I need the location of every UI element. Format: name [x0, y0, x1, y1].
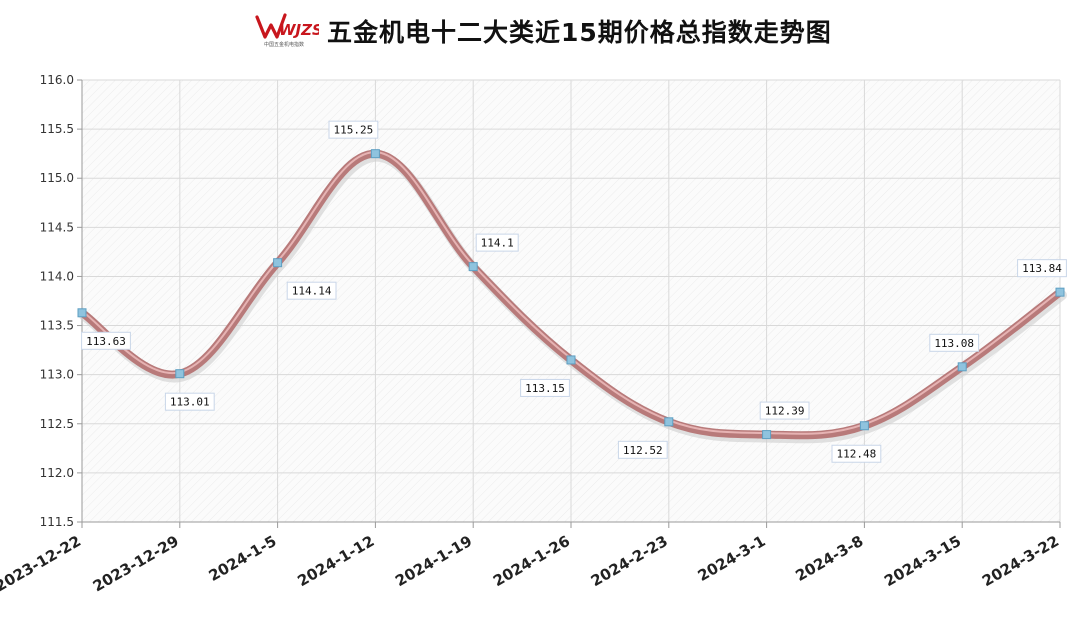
y-tick-label: 115.0 — [40, 171, 74, 185]
x-tick-label: 2024-1-26 — [490, 532, 573, 590]
data-label-box — [81, 331, 131, 350]
data-label-box — [164, 392, 215, 411]
data-point-marker — [664, 417, 674, 427]
x-tick-label: 2024-3-22 — [979, 532, 1062, 590]
data-point-marker — [175, 369, 185, 379]
data-point-marker — [1055, 287, 1065, 297]
y-tick-label: 114.0 — [40, 269, 74, 283]
x-tick-label: 2023-12-29 — [90, 532, 182, 596]
x-tick-label: 2023-12-22 — [0, 532, 84, 596]
x-tick-label: 2024-1-5 — [206, 532, 280, 585]
data-label: 113.08 — [934, 337, 974, 350]
y-tick-label: 115.5 — [40, 122, 74, 136]
data-point-marker — [468, 262, 478, 272]
x-tick-label: 2024-3-15 — [881, 532, 964, 590]
data-label: 112.39 — [765, 405, 805, 418]
y-tick-label: 111.5 — [40, 515, 74, 529]
data-label-box — [831, 444, 882, 463]
data-label: 113.15 — [525, 382, 565, 395]
chart-title: 五金机电十二大类近15期价格总指数走势图 — [327, 18, 832, 47]
x-tick-label: 2024-2-23 — [588, 532, 671, 590]
data-label: 113.63 — [86, 335, 126, 348]
data-label-box — [328, 120, 379, 139]
wjzs-logo: WJZS 中国五金机电指数 — [255, 13, 319, 48]
data-point-marker — [859, 421, 869, 431]
series-line-highlight — [81, 151, 1061, 435]
data-label-box — [1017, 259, 1067, 278]
x-tick-label: 2024-3-1 — [695, 532, 769, 585]
series-line — [78, 149, 1067, 444]
data-label: 114.1 — [481, 237, 514, 250]
data-markers — [77, 149, 1065, 440]
data-point-marker — [566, 355, 576, 365]
data-point-marker — [77, 308, 87, 318]
data-label: 113.84 — [1022, 262, 1062, 275]
data-label-box — [617, 440, 668, 459]
logo-text: WJZS — [279, 21, 319, 39]
y-tick-label: 112.5 — [40, 417, 74, 431]
data-point-marker — [370, 149, 380, 159]
y-tick-label: 116.0 — [40, 73, 74, 87]
data-label: 112.48 — [837, 448, 877, 461]
data-label: 112.52 — [623, 444, 663, 457]
data-label: 115.25 — [334, 124, 374, 137]
data-label-box — [520, 378, 570, 397]
data-point-marker — [957, 362, 967, 372]
x-tick-label: 2024-1-19 — [392, 532, 475, 590]
data-point-marker — [273, 258, 283, 268]
y-tick-label: 113.0 — [40, 368, 74, 382]
x-axis-ticks: 2023-12-22 2023-12-29 2024-1-5 2024-1-12 202… — [0, 522, 1062, 595]
y-axis-ticks: 111.5 112.0 112.5 113.0 113.5 114.0 114.5 115.0… — [40, 73, 82, 529]
chart-header: WJZS 中国五金机电指数 五金机电十二大类近15期价格总指数走势图 — [255, 8, 832, 54]
y-tick-label: 112.0 — [40, 466, 74, 480]
data-label: 114.14 — [292, 285, 332, 298]
data-labels: 113.63 113.01 114.14 115.25 114.1 113.15 112.5… — [81, 120, 1067, 463]
data-label-box — [759, 401, 810, 420]
x-tick-label: 2024-3-8 — [792, 532, 866, 585]
data-label-box — [286, 281, 337, 300]
y-tick-label: 114.5 — [40, 220, 74, 234]
data-label-box — [475, 233, 519, 252]
data-label: 113.01 — [170, 396, 210, 409]
logo-subtext: 中国五金机电指数 — [264, 41, 304, 48]
x-tick-label: 2024-1-12 — [294, 532, 377, 590]
y-tick-label: 113.5 — [40, 319, 74, 333]
data-point-marker — [762, 430, 772, 440]
data-label-box — [929, 333, 980, 352]
